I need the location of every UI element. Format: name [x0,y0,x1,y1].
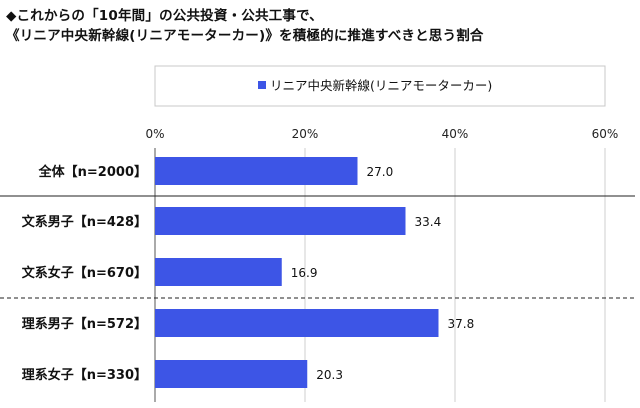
category-label: 理系男子【n=572】 [22,316,147,332]
category-label: 理系女子【n=330】 [22,367,147,383]
data-label: 37.8 [448,317,475,331]
data-label: 16.9 [291,266,318,280]
group-separators [0,195,635,299]
category-labels: 全体【n=2000】文系男子【n=428】文系女子【n=670】理系男子【n=5… [22,164,147,383]
x-tick-label: 60% [592,127,619,141]
data-label: 20.3 [316,368,343,382]
category-label: 全体【n=2000】 [38,164,147,180]
x-tick-label: 20% [292,127,319,141]
legend-box [154,65,606,107]
data-label: 33.4 [415,215,442,229]
chart-title-line1: ◆これからの「10年間」の公共投資・公共工事で、 [6,8,323,24]
x-tick-label: 0% [145,127,164,141]
bar [155,157,358,185]
x-axis-ticks: 0% 20% 40% 60% [145,127,618,141]
bar [155,258,282,286]
chart-title-line2: 《リニア中央新幹線(リニアモーターカー)》を積極的に推進すべきと思う割合 [6,28,484,44]
data-label: 27.0 [367,165,394,179]
category-label: 文系女子【n=670】 [22,265,147,281]
gridlines [154,148,606,402]
bars [155,157,439,388]
bar [155,360,308,388]
legend-swatch [258,81,266,89]
legend-label: リニア中央新幹線(リニアモーターカー) [270,78,492,93]
bar [155,207,406,235]
category-label: 文系男子【n=428】 [22,214,147,230]
bar [155,309,439,337]
x-tick-label: 40% [442,127,469,141]
value-labels: 27.0 33.4 16.9 37.8 20.3 [291,165,474,382]
